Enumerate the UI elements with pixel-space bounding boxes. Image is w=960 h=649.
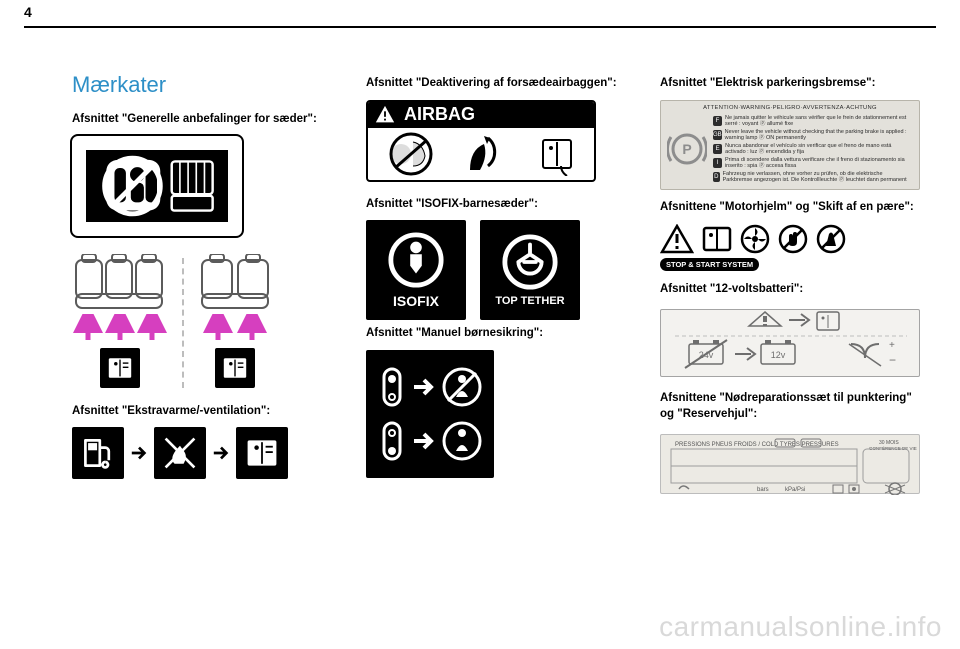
- airbag-prohibit-icon: [387, 132, 435, 176]
- caption: Afsnittet "12-voltsbatteri":: [660, 282, 920, 298]
- manual-book-small-icon: [539, 132, 575, 176]
- no-hand-icon: [778, 224, 808, 254]
- batt-12v-text: 12v: [771, 350, 786, 360]
- arrow-right-icon: [412, 429, 436, 453]
- airbag-word: AIRBAG: [404, 104, 475, 125]
- child-lock-label: [366, 350, 494, 478]
- caption: Afsnittene "Motorhjelm" og "Skift af en …: [660, 200, 920, 216]
- child-lock-on-icon: [442, 367, 482, 407]
- column-3: Afsnittet "Elektrisk parkeringsbremse": …: [660, 72, 920, 500]
- no-flame-icon: [154, 427, 206, 479]
- parking-brake-header: ATTENTION·WARNING·PELIGRO·AVVERTENZA·ACH…: [667, 105, 913, 111]
- lock-lever-on-icon: [378, 367, 406, 407]
- caption: Afsnittet "Ekstravarme/-ventilation":: [72, 404, 330, 420]
- isofix-labels: ISOFIX TOP TETHER: [366, 220, 624, 320]
- tyre-pressure-label: PRESSIONS PNEUS FROIDS / COLD TYRES PRES…: [660, 434, 920, 494]
- watermark-text: carmanualsonline.info: [659, 611, 942, 643]
- page-title: Mærkater: [72, 72, 330, 98]
- header-divider: [24, 26, 936, 28]
- caption: Afsnittene "Nødreparationssæt til punkte…: [660, 391, 920, 422]
- arrow-right-icon: [412, 375, 436, 399]
- isofix-label: ISOFIX: [366, 220, 466, 320]
- manual-book-small-icon: [702, 224, 732, 254]
- svg-text:+: +: [889, 340, 895, 351]
- manual-book-icon: [100, 348, 140, 388]
- parking-brake-symbol-icon: P: [667, 121, 707, 177]
- column-1: Mærkater Afsnittet "Generelle anbefaling…: [72, 72, 330, 500]
- seat-col-left: [72, 254, 168, 388]
- column-2: Afsnittet "Deaktivering af forsædeairbag…: [366, 72, 624, 500]
- parking-brake-text-block: FNe jamais quitter le véhicule sans véri…: [713, 115, 913, 183]
- svg-text:kPa/Psi: kPa/Psi: [785, 487, 805, 493]
- caption: Afsnittet "Deaktivering af forsædeairbag…: [366, 76, 624, 92]
- warning-triangle-icon: [374, 104, 396, 126]
- caption: Afsnittet "ISOFIX-barnesæder":: [366, 197, 624, 213]
- seat-warning-illustration: [72, 136, 242, 236]
- lock-lever-off-icon: [378, 421, 406, 461]
- svg-text:P: P: [682, 141, 691, 157]
- columns: Mærkater Afsnittet "Generelle anbefaling…: [72, 72, 920, 500]
- arrow-right-icon: [130, 444, 148, 462]
- isofix-text: ISOFIX: [393, 293, 439, 309]
- svg-text:−: −: [889, 353, 896, 367]
- seat-col-right: [198, 254, 272, 388]
- fuel-pump-icon: [72, 427, 124, 479]
- fuel-heater-sequence: [72, 427, 330, 479]
- page-number: 4: [24, 4, 32, 20]
- no-touch-hot-icon: [816, 224, 846, 254]
- arrow-right-icon: [212, 444, 230, 462]
- stop-start-pill: STOP & START SYSTEM: [660, 258, 759, 271]
- seat-row-diagram: [72, 254, 330, 388]
- warning-triangle-icon: [660, 224, 694, 254]
- child-seat-direction-icon: [462, 132, 512, 176]
- top-tether-label: TOP TETHER: [480, 220, 580, 320]
- caption: Afsnittet "Elektrisk parkeringsbremse":: [660, 76, 920, 92]
- battery-12v-label: 24v 12v + −: [660, 309, 920, 377]
- manual-page: 4 Mærkater Afsnittet "Generelle anbefali…: [0, 0, 960, 649]
- fan-icon: [740, 224, 770, 254]
- svg-text:GONFÉRENCE DE VIE: GONFÉRENCE DE VIE: [869, 445, 917, 451]
- manual-book-icon: [215, 348, 255, 388]
- bonnet-bulb-icons: [660, 224, 920, 254]
- caption: Afsnittet "Generelle anbefalinger for sæ…: [72, 112, 330, 128]
- manual-book-icon: [236, 427, 288, 479]
- top-tether-text: TOP TETHER: [495, 295, 564, 307]
- caption: Afsnittet "Manuel børnesikring":: [366, 326, 624, 342]
- airbag-warning-label: AIRBAG: [366, 100, 596, 182]
- dashed-separator: [182, 258, 184, 388]
- child-lock-off-icon: [442, 421, 482, 461]
- svg-text:bars: bars: [757, 487, 769, 493]
- parking-brake-label: ATTENTION·WARNING·PELIGRO·AVVERTENZA·ACH…: [660, 100, 920, 190]
